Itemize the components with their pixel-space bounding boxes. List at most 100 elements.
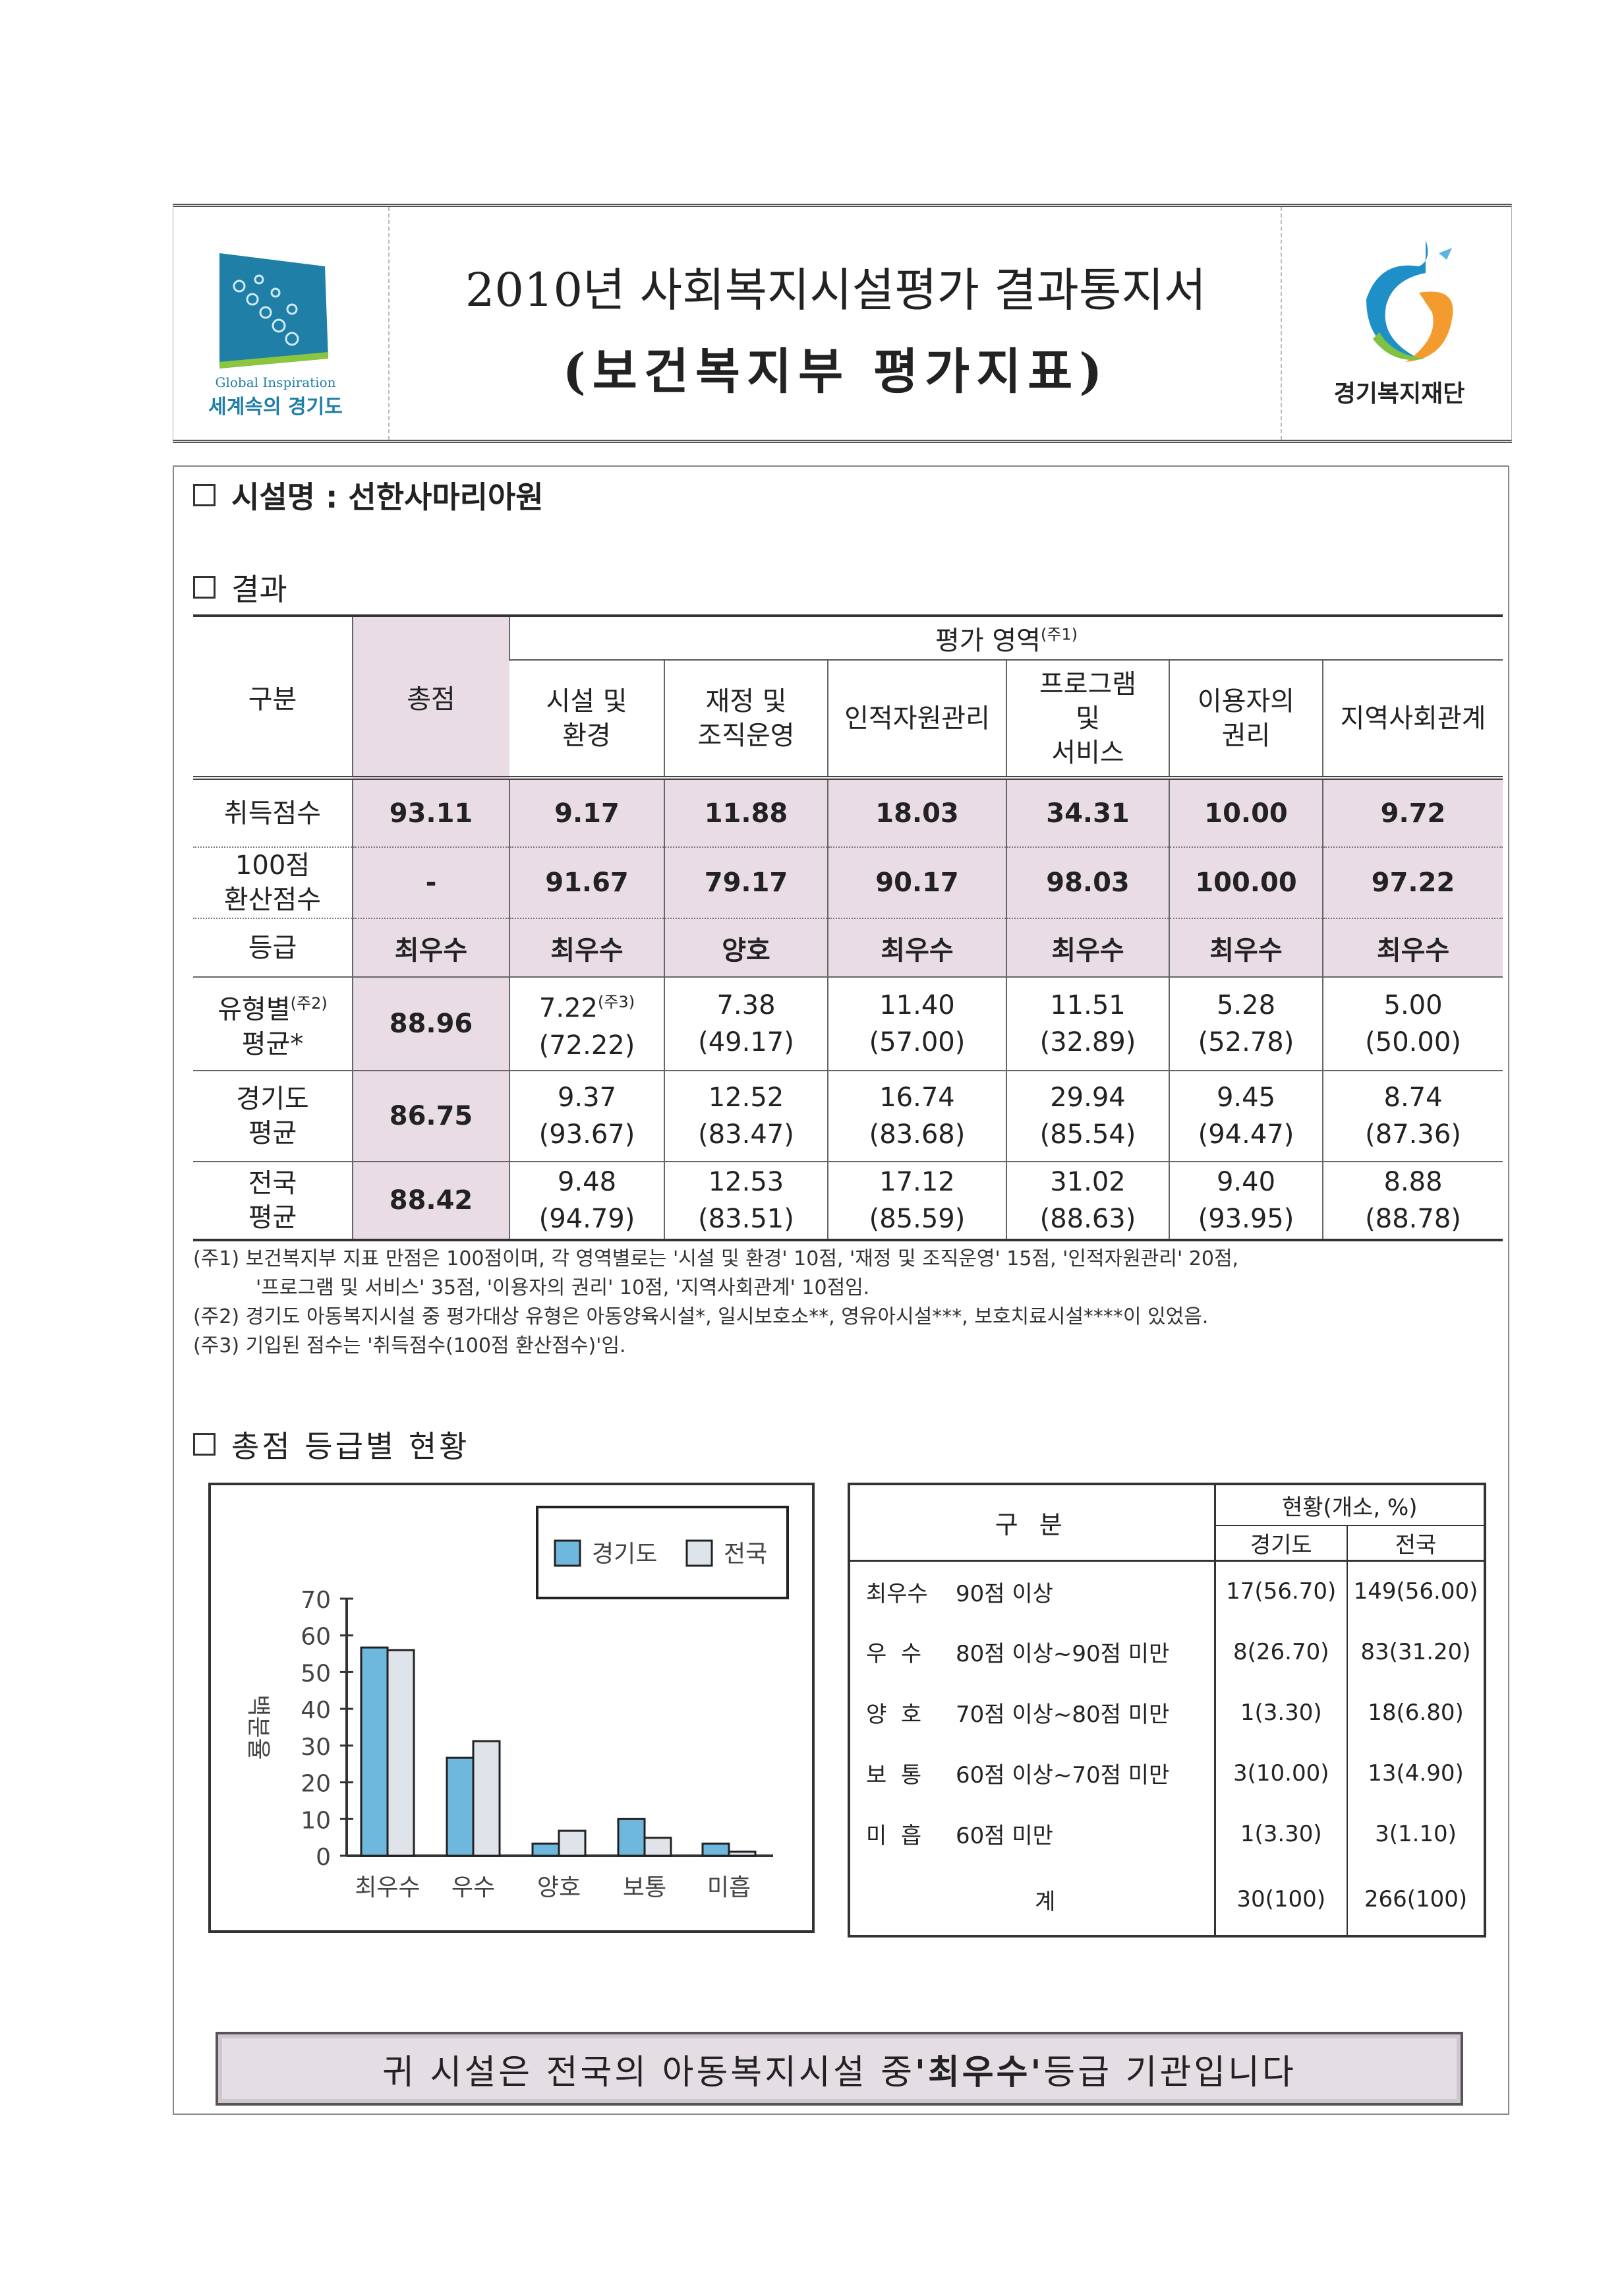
- footnote-1: (주1) 보건복지부 지표 만점은 100점이며, 각 영역별로는 '시설 및 …: [193, 1247, 1239, 1270]
- result-row: 유형별(주2) 평균* 88.96 7.22(주3) (72.22) 7.38 (49.17…: [193, 977, 1503, 1071]
- row-value: 9.45 (94.47): [1169, 1071, 1323, 1162]
- row-value: 8.88 (88.78): [1321, 1162, 1503, 1241]
- row-label: 유형별(주2) 평균*: [193, 977, 353, 1071]
- result-row: 등급 최우수 최우수 양호 최우수 최우수 최우수 최우수: [193, 918, 1503, 978]
- grade-bar-chart: 0 10 20 30 40 50 60 70 백분율 최우수 우수 양호 보통 미흡 경기도 전국: [208, 1483, 815, 1933]
- result-row: 전국 평균 88.42 9.48 (94.79) 12.53 (83.51) 17.12 (85…: [193, 1162, 1503, 1241]
- row-value: 16.74 (83.68): [827, 1071, 1006, 1162]
- grade-name: 우 수: [866, 1641, 922, 1668]
- row-value: 34.31: [1006, 778, 1169, 848]
- bar-경기도-미흡: [701, 1843, 730, 1857]
- grade-range: 90점 이상: [956, 1580, 1053, 1607]
- bar-전국-최우수: [386, 1649, 415, 1857]
- header-area-5: 지역사회관계: [1321, 660, 1503, 780]
- document-subtitle: (보건복지부 평가지표): [562, 343, 1109, 400]
- bar-전국-우수: [472, 1740, 501, 1857]
- footnote-2: (주2) 경기도 아동복지시설 중 평가대상 유형은 아동양육시설*, 일시보호…: [193, 1305, 1209, 1328]
- bar-전국-미흡: [728, 1850, 757, 1857]
- facility-name: 시설명 : 선한사마리아원: [231, 479, 544, 515]
- row-total: 최우수: [352, 918, 509, 978]
- y-tick-label: 40: [301, 1697, 331, 1724]
- grade-nat: 83(31.20): [1347, 1621, 1484, 1682]
- grade-table-total-row: 계 30(100) 266(100): [850, 1864, 1484, 1935]
- bar-경기도-우수: [446, 1756, 475, 1857]
- footnote-1-cont: '프로그램 및 서비스' 35점, '이용자의 권리' 10점, '지역사회관계…: [256, 1276, 870, 1299]
- row-value: 7.38 (49.17): [664, 977, 828, 1071]
- grade-gg: 3(10.00): [1213, 1742, 1347, 1804]
- grade-table-header-nat: 전국: [1347, 1525, 1484, 1562]
- legend-swatch-경기도: [554, 1539, 581, 1567]
- result-body: 시설명 : 선한사마리아원 결과 구분 총점 평가 영역(주1) 시설 및 환경…: [173, 465, 1509, 2115]
- y-tick-label: 70: [301, 1587, 331, 1614]
- legend-label: 전국: [724, 1541, 767, 1568]
- grade-name: 미 흡: [866, 1823, 922, 1850]
- row-value: 최우수: [1006, 918, 1169, 978]
- document-title: 2010년 사회복지시설평가 결과통지서: [465, 263, 1207, 317]
- row-value: 79.17: [664, 847, 828, 919]
- header-area-4: 이용자의 권리: [1169, 660, 1323, 780]
- row-value: 91.67: [509, 847, 664, 919]
- checkbox-square-icon: [193, 1433, 216, 1456]
- row-value: 9.17: [509, 778, 664, 848]
- foundation-emblem-icon: [1366, 240, 1453, 362]
- result-heading: 결과: [193, 566, 287, 609]
- grade-range: 60점 미만: [956, 1823, 1053, 1850]
- row-value: 97.22: [1321, 847, 1503, 919]
- bar-전국-양호: [558, 1829, 587, 1857]
- banner-suffix: 등급 기관입니다: [1043, 2052, 1296, 2092]
- grade-table-row: 보 통 60점 이상~70점 미만 3(10.00) 13(4.90): [850, 1742, 1484, 1804]
- y-tick-label: 10: [301, 1807, 331, 1834]
- result-row: 취득점수 93.11 9.17 11.88 18.03 34.31 10.00 9.72: [193, 778, 1503, 848]
- row-value: 양호: [664, 918, 828, 978]
- grade-gg: 17(56.70): [1213, 1560, 1347, 1622]
- grade-table-row: 최우수 90점 이상 17(56.70) 149(56.00): [850, 1560, 1484, 1622]
- bar-경기도-보통: [617, 1818, 646, 1857]
- logo-caption-en: Global Inspiration: [215, 374, 336, 390]
- row-value: 5.28 (52.78): [1169, 977, 1323, 1071]
- grade-gg: 8(26.70): [1213, 1621, 1347, 1682]
- row-value: 7.22(주3) (72.22): [509, 977, 664, 1071]
- gyeonggi-province-logo: Global Inspiration 세계속의 경기도: [200, 247, 351, 419]
- y-tick-label: 50: [301, 1660, 331, 1687]
- grade-gg: 1(3.30): [1213, 1803, 1347, 1864]
- total-label: 계: [1035, 1888, 1056, 1915]
- grade-nat: 18(6.80): [1347, 1682, 1484, 1743]
- grade-name: 보 통: [866, 1762, 922, 1789]
- grade-range: 80점 이상~90점 미만: [956, 1641, 1170, 1668]
- row-value: 98.03: [1006, 847, 1169, 919]
- row-value: 12.53 (83.51): [664, 1162, 828, 1241]
- row-total: 88.42: [352, 1162, 509, 1241]
- x-tick-label: 우수: [451, 1874, 495, 1901]
- grade-name: 최우수: [866, 1580, 928, 1607]
- row-total: -: [352, 847, 509, 919]
- banner-grade: '최우수': [915, 2052, 1044, 2092]
- grade-nat: 149(56.00): [1347, 1560, 1484, 1622]
- row-value: 11.51 (32.89): [1006, 977, 1169, 1071]
- grade-name: 양 호: [866, 1702, 922, 1729]
- row-value: 9.48 (94.79): [509, 1162, 664, 1241]
- y-axis-label: 백분율: [245, 1694, 272, 1760]
- grade-table-header-group: 구 분: [850, 1485, 1215, 1562]
- row-value: 29.94 (85.54): [1006, 1071, 1169, 1162]
- row-value: 9.37 (93.67): [509, 1071, 664, 1162]
- legend-swatch-전국: [685, 1539, 713, 1567]
- header-area-2: 인적자원관리: [827, 660, 1006, 780]
- grade-table-header-gg: 경기도: [1213, 1525, 1347, 1562]
- row-value: 90.17: [827, 847, 1006, 919]
- row-label: 전국 평균: [193, 1162, 353, 1241]
- row-label: 100점 환산점수: [193, 847, 353, 919]
- grade-table-row: 양 호 70점 이상~80점 미만 1(3.30) 18(6.80): [850, 1682, 1484, 1743]
- legend-label: 경기도: [592, 1541, 657, 1568]
- footnote-3: (주3) 기입된 점수는 '취득점수(100점 환산점수)'임.: [193, 1334, 626, 1357]
- grade-status-heading: 총점 등급별 현황: [193, 1423, 469, 1466]
- result-banner: 귀 시설은 전국의 아동복지시설 중 '최우수' 등급 기관입니다: [216, 2032, 1463, 2106]
- x-tick-label: 최우수: [355, 1874, 420, 1901]
- document-header: Global Inspiration 세계속의 경기도 2010년 사회복지시설…: [173, 204, 1512, 443]
- bar-경기도-양호: [531, 1843, 560, 1857]
- grade-table-header-status: 현황(개소, %): [1213, 1485, 1484, 1527]
- bar-경기도-최우수: [360, 1646, 389, 1857]
- row-value: 12.52 (83.47): [664, 1071, 828, 1162]
- row-value: 최우수: [509, 918, 664, 978]
- row-value: 100.00: [1169, 847, 1323, 919]
